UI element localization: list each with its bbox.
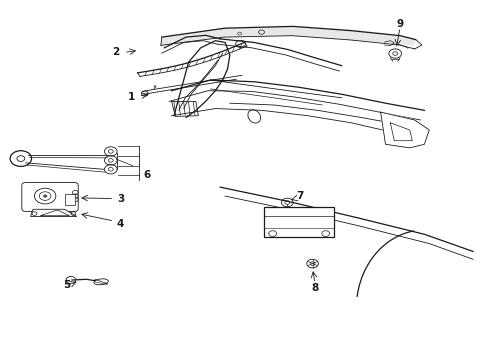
Text: 2: 2 <box>112 48 119 58</box>
Bar <box>64 194 75 205</box>
Polygon shape <box>30 209 77 216</box>
Text: 1: 1 <box>127 92 135 102</box>
Ellipse shape <box>247 110 260 123</box>
Polygon shape <box>40 210 69 216</box>
Text: 7: 7 <box>296 191 304 201</box>
Text: 6: 6 <box>143 170 151 180</box>
FancyBboxPatch shape <box>22 183 78 211</box>
Text: 8: 8 <box>311 283 318 293</box>
Polygon shape <box>264 207 334 237</box>
Text: 5: 5 <box>63 280 70 290</box>
Text: 3: 3 <box>117 194 124 203</box>
Text: 4: 4 <box>117 219 124 229</box>
Circle shape <box>43 195 47 198</box>
Text: 9: 9 <box>396 18 403 28</box>
Polygon shape <box>380 112 428 148</box>
Ellipse shape <box>94 279 108 285</box>
Polygon shape <box>161 26 414 45</box>
